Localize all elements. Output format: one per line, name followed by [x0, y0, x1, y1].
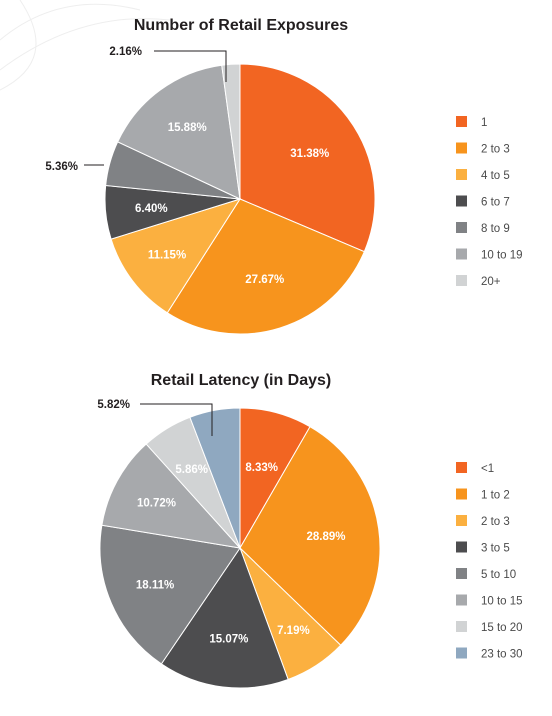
slice-value-label: 28.89% — [306, 531, 345, 543]
pie-slice-23-to-30 — [189, 407, 241, 549]
legend-swatch — [456, 647, 467, 659]
chart-title: Retail Latency (in Days) — [151, 372, 332, 389]
legend-label: 6 to 7 — [481, 197, 510, 209]
chart-title: Number of Retail Exposures — [134, 17, 348, 34]
legend-swatch — [456, 248, 467, 260]
slice-value-label: 10.72% — [137, 497, 176, 509]
legend-swatch — [456, 515, 467, 526]
legend-swatch — [456, 462, 467, 473]
pie-slice-20 — [221, 63, 241, 200]
legend-swatch — [456, 541, 467, 553]
pie-chart-retail-exposures: Number of Retail Exposures 31.38% 27.67% 1… — [45, 17, 523, 335]
legend-label: <1 — [481, 463, 494, 475]
slice-value-label: 31.38% — [290, 148, 329, 160]
legend-label: 5 to 10 — [481, 569, 516, 581]
slice-value-label: 5.36% — [45, 161, 78, 173]
slice-value-label: 18.11% — [136, 580, 174, 592]
legend-label: 10 to 19 — [481, 250, 523, 262]
legend-label: 20+ — [481, 276, 501, 288]
legend-swatch — [456, 222, 467, 233]
legend-swatch — [456, 621, 467, 632]
pie-chart-retail-latency: Retail Latency (in Days) 8.33% 28.89% 7.19… — [97, 372, 523, 689]
pie-slice-1 — [239, 63, 376, 253]
slice-value-label: 5.86% — [175, 464, 208, 476]
callout-line — [140, 403, 213, 436]
slice-value-label: 6.40% — [135, 203, 168, 215]
slice-value-label: 15.07% — [209, 633, 248, 645]
legend-label: 8 to 9 — [481, 223, 510, 235]
pie-slice-10-to-15 — [101, 443, 242, 549]
slice-value-label: 7.19% — [277, 625, 310, 637]
slice-value-label: 2.16% — [109, 46, 142, 58]
callout-line — [154, 50, 227, 82]
pie-slice-1-to-2 — [239, 426, 381, 646]
pie-slice-5-to-10 — [99, 524, 241, 665]
legend-label: 3 to 5 — [481, 543, 510, 555]
slice-value-label: 11.15% — [148, 250, 186, 262]
legend-swatch — [456, 116, 467, 127]
legend-label: 2 to 3 — [481, 516, 510, 528]
pie-slice-10-to-19 — [117, 64, 241, 200]
legend-label: 23 to 30 — [481, 649, 523, 661]
legend-swatch — [456, 195, 467, 207]
pie-slice-4-to-5 — [110, 198, 242, 314]
legend-label: 15 to 20 — [481, 622, 523, 634]
legend-label: 4 to 5 — [481, 170, 510, 182]
legend-swatch — [456, 275, 467, 286]
slice-value-label: 27.67% — [245, 274, 284, 286]
legend-swatch — [456, 169, 467, 180]
legend-label: 1 to 2 — [481, 490, 510, 502]
slice-value-label: 8.33% — [245, 462, 278, 474]
legend-label: 2 to 3 — [481, 144, 510, 156]
legend-swatch — [456, 488, 467, 500]
legend-swatch — [456, 594, 467, 606]
legend-label: 1 — [481, 117, 487, 129]
slice-value-label: 5.82% — [97, 399, 130, 411]
pie-slice-3-to-5 — [160, 546, 289, 689]
legend-swatch — [456, 142, 467, 154]
slice-value-label: 15.88% — [168, 122, 207, 134]
pie-slice-2-to-3 — [166, 198, 365, 335]
background-decoration — [0, 0, 171, 91]
legend-label: 10 to 15 — [481, 596, 523, 608]
legend-swatch — [456, 568, 467, 579]
